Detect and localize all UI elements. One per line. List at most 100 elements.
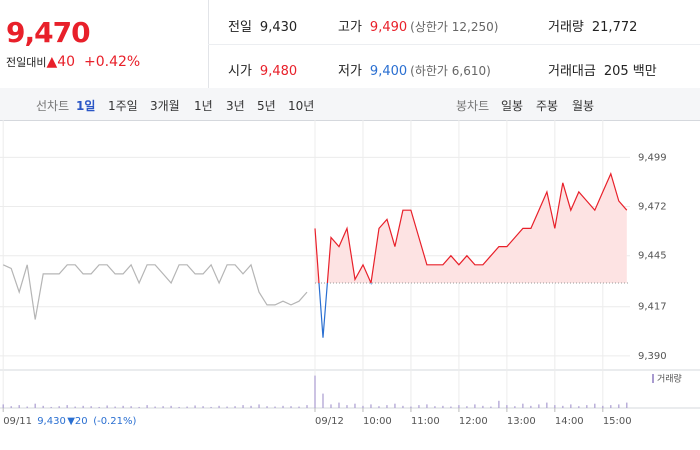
volume-bar xyxy=(322,393,324,408)
volume-bar xyxy=(330,404,332,408)
volume-bar xyxy=(338,402,340,408)
info-value: 21,772 xyxy=(591,20,638,35)
volume-bar xyxy=(450,406,452,408)
volume-bar xyxy=(506,405,508,408)
line xyxy=(314,171,628,284)
period-tab[interactable]: 1년 xyxy=(194,99,213,113)
volume-bar xyxy=(170,405,172,408)
volume-bar xyxy=(538,404,540,408)
volume-bar xyxy=(522,403,524,408)
volume-bar xyxy=(74,406,76,408)
volume-bar xyxy=(26,406,28,408)
volume-bar xyxy=(466,406,468,408)
volume-bar xyxy=(474,404,476,408)
volume-bar xyxy=(274,406,276,408)
tab-bar: 선차트 1일 1주일 3개월 1년 3년 5년 10년 봉차트 일봉 주봉 월봉 xyxy=(0,88,700,121)
x-tick-label: 13:00 xyxy=(507,416,536,427)
info-cell: 저가 9,400 (하한가 6,610) xyxy=(338,60,491,79)
volume-bar xyxy=(42,405,44,408)
line xyxy=(2,263,308,320)
change: 전일대비▲40 +0.42% xyxy=(6,54,140,70)
volume-bar xyxy=(314,375,316,408)
info-value: 205 백만 xyxy=(603,64,657,79)
volume-bar xyxy=(146,405,148,408)
volume-bar xyxy=(282,405,284,408)
volume-bar xyxy=(530,405,532,408)
volume-bar xyxy=(98,406,100,408)
volume-bar xyxy=(578,406,580,408)
volume-bar xyxy=(194,405,196,408)
info-cell: 거래대금 205 백만 xyxy=(548,60,657,79)
info-label: 거래대금 xyxy=(548,64,596,79)
volume-bar xyxy=(250,405,252,408)
volume-bar xyxy=(178,406,180,408)
volume-bar xyxy=(202,406,204,408)
volume-bar xyxy=(162,406,164,408)
info-label: 고가 xyxy=(338,20,362,35)
volume-bar xyxy=(82,405,84,408)
tab-group-label: 봉차트 xyxy=(456,99,490,113)
y-tick-label: 9,472 xyxy=(638,202,667,213)
volume-bar xyxy=(434,406,436,408)
volume-bar xyxy=(346,405,348,408)
period-tab[interactable]: 1일 xyxy=(76,99,96,113)
info-value: 9,480 xyxy=(259,64,298,79)
y-tick-label: 9,445 xyxy=(638,251,667,262)
volume-bar xyxy=(610,405,612,408)
volume-bar xyxy=(458,405,460,408)
info-note: (하한가 6,610) xyxy=(410,64,491,78)
price: 9,470 xyxy=(6,16,91,49)
volume-bar xyxy=(546,402,548,408)
info-label: 전일 xyxy=(228,20,252,35)
volume-bar xyxy=(586,405,588,408)
period-tab[interactable]: 5년 xyxy=(257,99,276,113)
period-tab[interactable]: 월봉 xyxy=(572,99,595,113)
period-tab[interactable]: 10년 xyxy=(288,99,315,113)
volume-bar xyxy=(106,405,108,408)
volume-bar xyxy=(554,405,556,408)
period-tab[interactable]: 1주일 xyxy=(108,99,138,113)
volume-bar xyxy=(50,406,52,408)
volume-bar xyxy=(258,404,260,408)
period-tab[interactable]: 3년 xyxy=(226,99,245,113)
volume-bar xyxy=(394,403,396,408)
divider xyxy=(208,44,700,45)
volume-bar xyxy=(490,406,492,408)
volume-bar xyxy=(154,406,156,408)
volume-bar xyxy=(402,405,404,408)
tab-group-label: 선차트 xyxy=(36,99,70,113)
info-cell: 시가 9,480 xyxy=(228,60,297,79)
volume-bar xyxy=(290,406,292,408)
period-tab[interactable]: 일봉 xyxy=(501,99,524,113)
volume-bar xyxy=(562,405,564,408)
prev-close: 9,430 xyxy=(37,416,66,427)
volume-bar xyxy=(442,405,444,408)
volume-bar xyxy=(58,406,60,408)
volume-bar xyxy=(378,406,380,408)
period-tab[interactable]: 3개월 xyxy=(150,99,180,113)
x-tick-label: 14:00 xyxy=(555,416,584,427)
volume-bar xyxy=(2,404,4,408)
volume-bar xyxy=(618,404,620,408)
change-pct: +0.42% xyxy=(83,54,141,70)
volume-bar xyxy=(242,405,244,408)
x-tick-label: 11:00 xyxy=(411,416,440,427)
volume-bar xyxy=(114,406,116,408)
info-cell: 전일 9,430 xyxy=(228,16,297,35)
y-tick-label: 9,417 xyxy=(638,302,667,313)
volume-bar xyxy=(138,406,140,408)
quote-header: 9,470 전일대비▲40 +0.42% 전일 9,430 고가 9,490 (상한가… xyxy=(0,0,700,89)
change-label: 전일대비 xyxy=(6,56,47,69)
info-value: 9,430 xyxy=(259,20,298,35)
info-value: 9,490 xyxy=(369,20,408,35)
prev-change: ▼20 xyxy=(67,416,87,427)
period-tab[interactable]: 주봉 xyxy=(536,99,559,113)
volume-bar xyxy=(410,406,412,408)
volume-bar xyxy=(514,406,516,408)
x-tick-label: 15:00 xyxy=(603,416,632,427)
change-value: ▲40 xyxy=(46,54,76,70)
volume-bar xyxy=(482,405,484,408)
y-tick-label: 9,499 xyxy=(638,152,667,163)
volume-bar xyxy=(130,406,132,408)
